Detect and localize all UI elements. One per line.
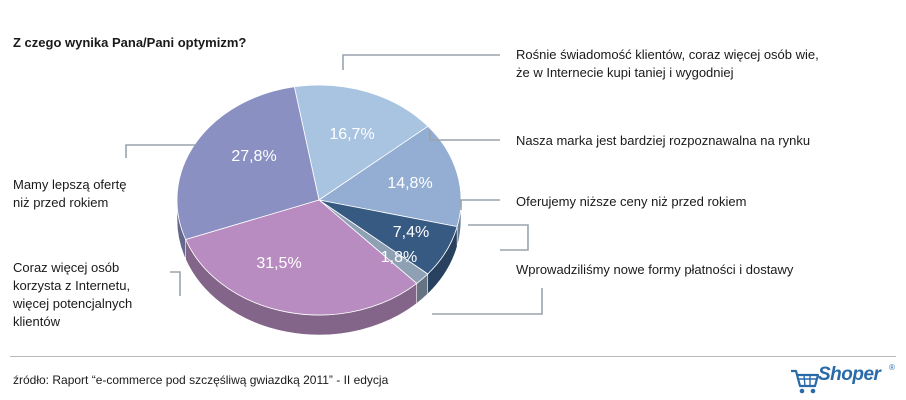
label-line: Coraz więcej osób — [13, 260, 120, 275]
label-line: niż przed rokiem — [13, 195, 109, 210]
leader-line-1 — [429, 130, 500, 141]
chart-title: Z czego wynika Pana/Pani optymizm? — [13, 35, 247, 50]
legend-label-slice-0: Rośnie świadomość klientów, coraz więcej… — [516, 46, 819, 82]
shopping-cart-icon — [791, 369, 820, 394]
value-label-2: 7,4% — [393, 224, 429, 241]
label-line: więcej potencjalnych — [13, 296, 133, 311]
label-line: klientów — [13, 314, 60, 329]
leader-line-5 — [170, 271, 181, 296]
label-line: Oferujemy niższe ceny niż przed rokiem — [516, 194, 747, 209]
shoper-logo: Shoper ® — [790, 362, 900, 396]
legend-label-slice-1: Nasza marka jest bardziej rozpoznawalna … — [516, 132, 810, 150]
leader-line-6 — [125, 144, 195, 158]
value-label-0: 16,7% — [329, 126, 374, 143]
value-label-1: 14,8% — [387, 175, 432, 192]
leader-line-2 — [460, 199, 500, 210]
legend-label-slice-2: Oferujemy niższe ceny niż przed rokiem — [516, 193, 746, 211]
leader-lines — [125, 54, 543, 315]
label-line: Nasza marka jest bardziej rozpoznawalna … — [516, 133, 811, 148]
footer-divider — [10, 356, 896, 357]
leader-line-3 — [468, 224, 529, 251]
legend-label-slice-5: Mamy lepszą ofertę niż przed rokiem — [13, 176, 126, 212]
label-line: że w Internecie kupi taniej i wygodniej — [516, 65, 734, 80]
value-label-4: 31,5% — [256, 255, 301, 272]
label-line: Wprowadziliśmy nowe formy płatności i do… — [516, 262, 794, 277]
pie-slice-5 — [176, 86, 320, 240]
legend-label-slice-3: Wprowadziliśmy nowe formy płatności i do… — [516, 261, 793, 279]
leader-line-4 — [432, 288, 543, 315]
logo-text: Shoper — [818, 364, 881, 385]
pie-slice-1 — [317, 125, 462, 228]
label-line: Rośnie świadomość klientów, coraz więcej… — [516, 47, 819, 62]
source-note: źródło: Raport “e-commerce pod szczęśliw… — [13, 373, 389, 387]
label-line: korzysta z Internetu, — [13, 278, 131, 293]
label-line: Mamy lepszą ofertę — [13, 177, 127, 192]
legend-label-slice-4: Coraz więcej osób korzysta z Internetu, … — [13, 259, 132, 331]
value-label-3: 1,8% — [381, 249, 417, 266]
pie-top — [176, 84, 462, 316]
pie-slice-4 — [185, 199, 418, 316]
pie-value-labels: 16,7% 14,8% 7,4% 1,8% 31,5% 27,8% — [231, 126, 432, 272]
pie-slice-0 — [293, 84, 429, 201]
value-label-5: 27,8% — [231, 148, 276, 165]
logo-registered-mark: ® — [889, 363, 895, 372]
leader-line-0 — [342, 54, 500, 70]
